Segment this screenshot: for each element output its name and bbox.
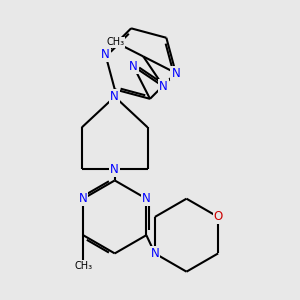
Text: N: N [142, 192, 151, 205]
Text: N: N [151, 247, 159, 260]
Text: CH₃: CH₃ [74, 261, 92, 271]
Text: N: N [129, 60, 138, 73]
Text: N: N [159, 80, 168, 93]
Text: N: N [101, 48, 110, 61]
Text: N: N [79, 192, 88, 205]
Text: N: N [171, 67, 180, 80]
Text: N: N [110, 163, 119, 176]
Text: N: N [110, 90, 119, 103]
Text: CH₃: CH₃ [106, 38, 125, 47]
Text: O: O [214, 210, 223, 224]
